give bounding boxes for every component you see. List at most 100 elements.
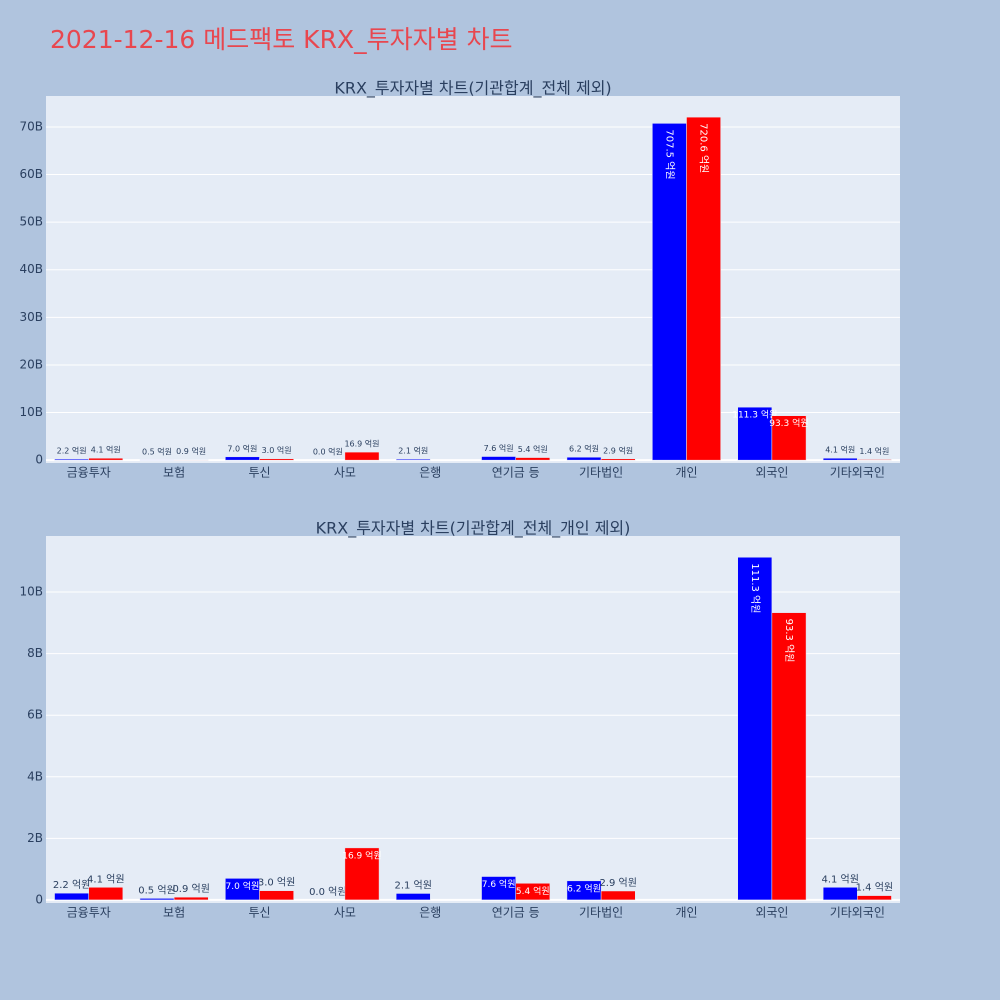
data-label: 0.9 억원 bbox=[172, 883, 209, 895]
x-tick-label: 개인 bbox=[675, 906, 697, 920]
data-label: 5.4 억원 bbox=[516, 885, 550, 897]
data-label: 0.9 억원 bbox=[176, 446, 206, 456]
x-tick-label: 사모 bbox=[334, 466, 356, 480]
data-label: 0.0 억원 bbox=[313, 447, 343, 457]
bar bbox=[344, 451, 380, 461]
y-tick-label: 0 bbox=[35, 892, 43, 906]
x-tick-label: 은행 bbox=[419, 905, 441, 920]
x-tick-label: 연기금 등 bbox=[492, 466, 540, 480]
x-tick-label: 기타외국인 bbox=[830, 906, 885, 920]
data-label: 7.6 억원 bbox=[482, 878, 516, 890]
bar bbox=[54, 892, 89, 901]
data-label: 16.9 억원 bbox=[342, 849, 381, 861]
data-label: 111.3 억원 bbox=[732, 409, 777, 421]
data-label: 1.4 억원 bbox=[856, 882, 893, 894]
bar bbox=[566, 880, 602, 901]
y-tick-label: 10B bbox=[19, 585, 43, 599]
x-tick-label: 사모 bbox=[334, 906, 356, 920]
data-label: 2.9 억원 bbox=[603, 445, 633, 455]
bar bbox=[600, 458, 636, 461]
plot-area bbox=[46, 96, 900, 463]
x-tick-label: 외국인 bbox=[755, 466, 788, 480]
bar bbox=[344, 847, 380, 901]
bar bbox=[173, 896, 209, 901]
y-tick-label: 60B bbox=[19, 167, 43, 181]
y-tick-label: 0 bbox=[35, 453, 43, 467]
data-label: 4.1 억원 bbox=[87, 873, 124, 885]
bar bbox=[481, 456, 516, 461]
x-tick-label: 기타외국인 bbox=[830, 466, 885, 480]
data-label: 111.3 억원 bbox=[749, 563, 761, 613]
data-label: 0.5 억원 bbox=[138, 884, 175, 896]
bar bbox=[771, 612, 807, 901]
data-label: 7.6 억원 bbox=[484, 443, 514, 453]
data-label: 1.4 억원 bbox=[859, 446, 889, 456]
x-tick-label: 투신 bbox=[248, 906, 270, 920]
bar bbox=[600, 890, 636, 901]
y-tick-label: 50B bbox=[19, 215, 43, 229]
bar bbox=[139, 898, 175, 901]
y-tick-label: 30B bbox=[19, 310, 43, 324]
x-tick-label: 금융투자 bbox=[67, 466, 111, 480]
x-tick-label: 금융투자 bbox=[67, 906, 111, 920]
data-label: 4.1 억원 bbox=[91, 445, 121, 455]
bar bbox=[857, 459, 892, 461]
y-tick-label: 4B bbox=[27, 769, 43, 783]
x-tick-label: 외국인 bbox=[755, 906, 788, 920]
data-label: 93.3 억원 bbox=[769, 417, 808, 429]
bar bbox=[515, 457, 551, 461]
bar bbox=[857, 895, 892, 901]
data-label: 0.5 억원 bbox=[142, 446, 172, 456]
y-tick-label: 2B bbox=[27, 831, 43, 845]
data-label: 4.1 억원 bbox=[821, 873, 858, 885]
bar bbox=[515, 883, 551, 901]
chart-title: KRX_투자자별 차트(기관합계_전체 제외) bbox=[334, 79, 611, 99]
y-tick-label: 10B bbox=[19, 405, 43, 419]
x-tick-label: 기타법인 bbox=[579, 466, 623, 480]
bar bbox=[686, 116, 721, 461]
data-label: 2.1 억원 bbox=[398, 446, 428, 456]
bar bbox=[737, 406, 773, 461]
data-label: 16.9 억원 bbox=[344, 439, 379, 449]
y-tick-label: 20B bbox=[19, 357, 43, 371]
data-label: 707.5 억원 bbox=[663, 129, 675, 179]
y-tick-label: 40B bbox=[19, 262, 43, 276]
data-label: 6.2 억원 bbox=[567, 882, 601, 894]
data-label: 0.0 억원 bbox=[309, 886, 346, 898]
data-label: 720.6 억원 bbox=[698, 123, 710, 173]
data-label: 7.0 억원 bbox=[226, 880, 260, 892]
x-tick-label: 보험 bbox=[163, 466, 185, 480]
x-tick-label: 은행 bbox=[419, 465, 441, 480]
data-label: 3.0 억원 bbox=[258, 877, 295, 889]
data-label: 7.0 억원 bbox=[227, 443, 257, 453]
bar bbox=[737, 556, 773, 901]
data-label: 5.4 억원 bbox=[518, 444, 548, 454]
x-tick-label: 개인 bbox=[675, 466, 697, 480]
data-label: 2.2 억원 bbox=[57, 446, 87, 456]
x-tick-label: 기타법인 bbox=[579, 906, 623, 920]
x-tick-label: 보험 bbox=[163, 906, 185, 920]
data-label: 2.1 억원 bbox=[394, 879, 431, 891]
data-label: 6.2 억원 bbox=[569, 444, 599, 454]
bar bbox=[652, 123, 687, 461]
bar bbox=[259, 458, 294, 461]
data-label: 93.3 억원 bbox=[783, 619, 795, 663]
bar bbox=[771, 415, 807, 461]
data-label: 2.9 억원 bbox=[599, 877, 636, 889]
data-label: 2.2 억원 bbox=[53, 879, 90, 891]
bar bbox=[225, 878, 260, 901]
x-tick-label: 연기금 등 bbox=[492, 906, 540, 920]
y-tick-label: 8B bbox=[27, 646, 43, 660]
chart-title: KRX_투자자별 차트(기관합계_전체_개인 제외) bbox=[316, 519, 631, 539]
x-tick-label: 투신 bbox=[248, 466, 270, 480]
bar bbox=[88, 887, 124, 901]
bar bbox=[88, 457, 124, 461]
bar bbox=[259, 890, 294, 901]
bar bbox=[54, 458, 89, 461]
bar bbox=[225, 456, 260, 461]
y-tick-label: 70B bbox=[19, 119, 43, 133]
data-label: 4.1 억원 bbox=[825, 445, 855, 455]
page-title: 2021-12-16 메드팩토 KRX_투자자별 차트 bbox=[50, 25, 513, 54]
bar bbox=[395, 893, 431, 901]
